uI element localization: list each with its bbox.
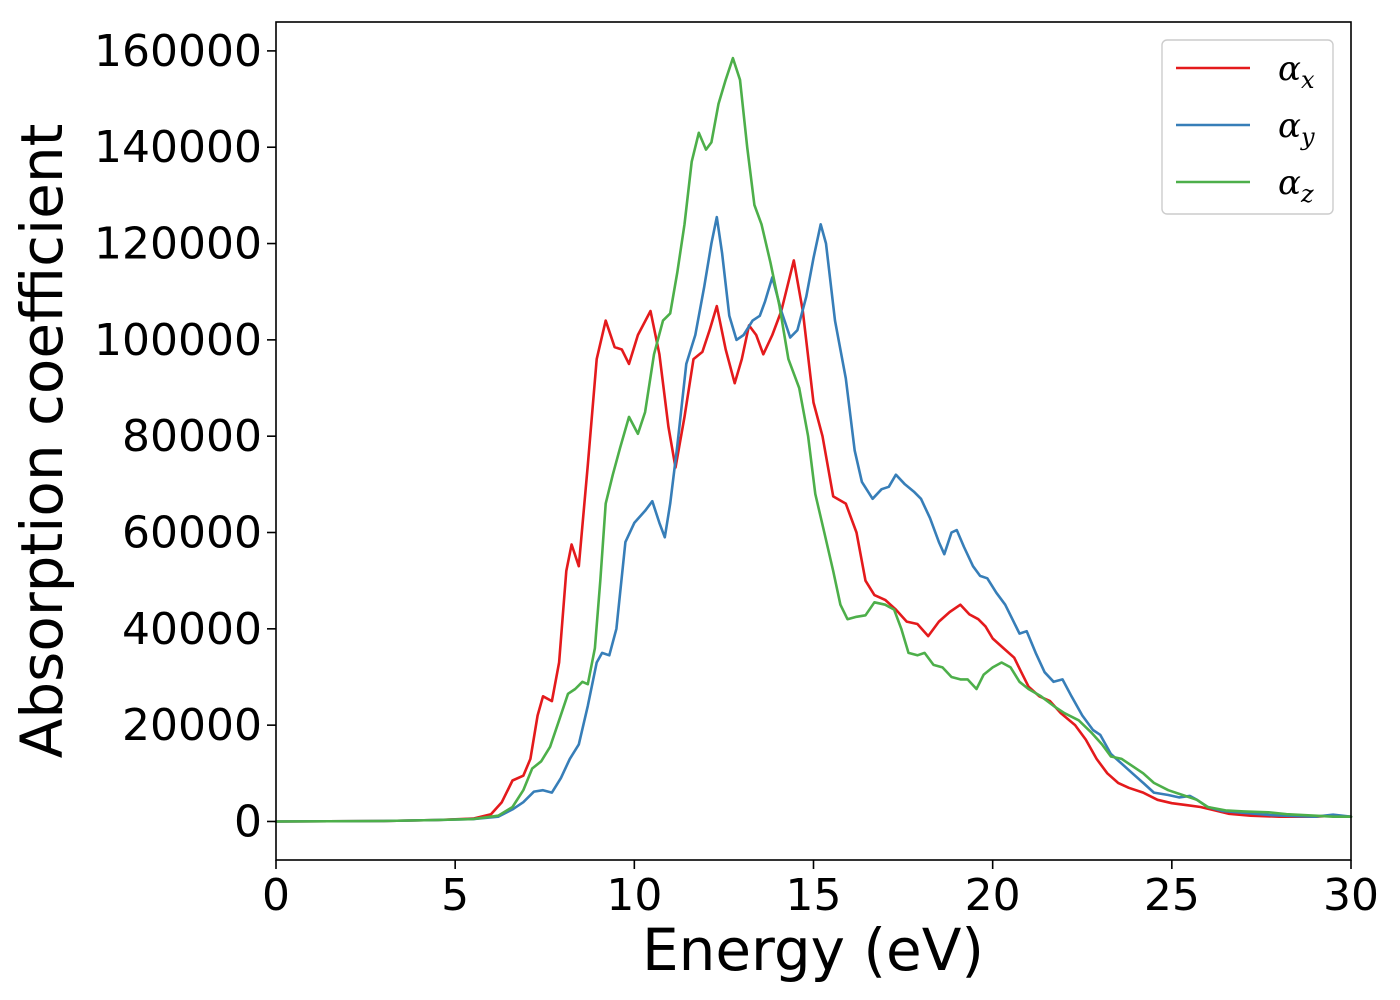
series-layer [274, 56, 1353, 823]
y-tick-label: 120000 [94, 219, 262, 270]
legend-label-y: αy [1278, 106, 1315, 151]
y-tick-label: 140000 [94, 122, 262, 173]
x-tick-label: 0 [262, 870, 290, 921]
legend-label-z: αz [1278, 163, 1314, 208]
y-tick-label: 40000 [122, 604, 262, 655]
legend-label-x: αx [1278, 49, 1315, 94]
y-tick-label: 80000 [122, 411, 262, 462]
y-tick-label: 20000 [122, 700, 262, 751]
x-tick-label: 25 [1144, 870, 1200, 921]
y-tick-label: 160000 [94, 26, 262, 77]
y-axis: 0 20000 40000 60000 80000 100000 120000 140000 1… [94, 26, 276, 847]
x-axis-title: Energy (eV) [642, 916, 984, 984]
legend-label-base: α [1278, 49, 1301, 89]
y-axis-title: Absorption coefficient [8, 124, 76, 759]
x-tick-label: 15 [786, 870, 842, 921]
series-line-x [274, 259, 1353, 823]
y-tick-label: 0 [234, 796, 262, 847]
x-tick-label: 10 [606, 870, 662, 921]
x-tick-label: 30 [1323, 870, 1379, 921]
legend-label-base: α [1278, 163, 1301, 203]
y-tick-label: 100000 [94, 315, 262, 366]
legend-box [1161, 39, 1334, 215]
legend-label-subscript: x [1301, 66, 1315, 94]
series-line-z [274, 56, 1353, 823]
legend-label-subscript: y [1300, 123, 1315, 151]
legend-label-subscript: z [1300, 180, 1314, 208]
x-tick-label: 20 [965, 870, 1021, 921]
legend-label-base: α [1278, 106, 1301, 146]
x-axis: 0 5 10 15 20 25 30 [262, 860, 1379, 921]
x-tick-label: 5 [441, 870, 469, 921]
y-tick-label: 60000 [122, 508, 262, 559]
